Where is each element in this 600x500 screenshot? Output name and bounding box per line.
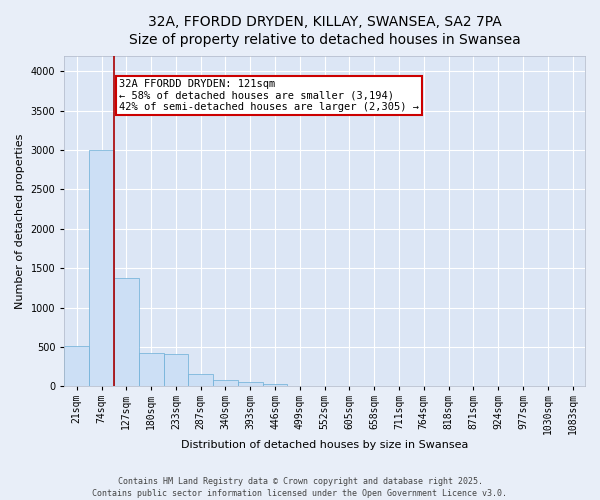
Bar	[188, 374, 213, 386]
Bar	[213, 380, 238, 386]
Bar	[64, 346, 89, 387]
Bar	[89, 150, 114, 386]
Bar	[263, 384, 287, 386]
Y-axis label: Number of detached properties: Number of detached properties	[15, 134, 25, 308]
Bar	[139, 352, 164, 386]
Bar	[164, 354, 188, 386]
Text: 32A FFORDD DRYDEN: 121sqm
← 58% of detached houses are smaller (3,194)
42% of se: 32A FFORDD DRYDEN: 121sqm ← 58% of detac…	[119, 79, 419, 112]
X-axis label: Distribution of detached houses by size in Swansea: Distribution of detached houses by size …	[181, 440, 469, 450]
Title: 32A, FFORDD DRYDEN, KILLAY, SWANSEA, SA2 7PA
Size of property relative to detach: 32A, FFORDD DRYDEN, KILLAY, SWANSEA, SA2…	[129, 15, 521, 48]
Text: Contains HM Land Registry data © Crown copyright and database right 2025.
Contai: Contains HM Land Registry data © Crown c…	[92, 476, 508, 498]
Bar	[114, 278, 139, 386]
Bar	[238, 382, 263, 386]
